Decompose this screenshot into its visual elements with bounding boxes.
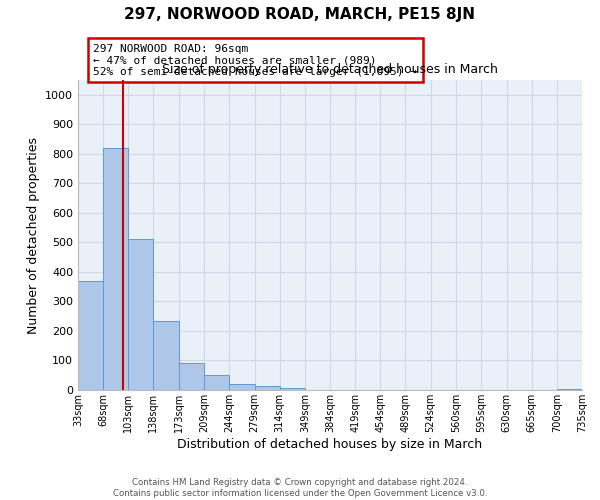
Bar: [154, 321, 179, 390]
Title: Size of property relative to detached houses in March: Size of property relative to detached ho…: [162, 63, 498, 76]
Bar: [229, 384, 254, 390]
Text: 297 NORWOOD ROAD: 96sqm
← 47% of detached houses are smaller (989)
52% of semi-d: 297 NORWOOD ROAD: 96sqm ← 47% of detache…: [93, 44, 417, 77]
Bar: [103, 148, 128, 390]
Bar: [280, 388, 305, 390]
Bar: [78, 281, 103, 390]
Bar: [557, 388, 582, 390]
Text: Contains HM Land Registry data © Crown copyright and database right 2024.
Contai: Contains HM Land Registry data © Crown c…: [113, 478, 487, 498]
Text: 297, NORWOOD ROAD, MARCH, PE15 8JN: 297, NORWOOD ROAD, MARCH, PE15 8JN: [125, 8, 476, 22]
Y-axis label: Number of detached properties: Number of detached properties: [26, 136, 40, 334]
Bar: [254, 386, 280, 390]
Bar: [205, 374, 229, 390]
Bar: [128, 240, 154, 390]
Bar: [179, 362, 203, 390]
X-axis label: Distribution of detached houses by size in March: Distribution of detached houses by size …: [178, 438, 482, 450]
